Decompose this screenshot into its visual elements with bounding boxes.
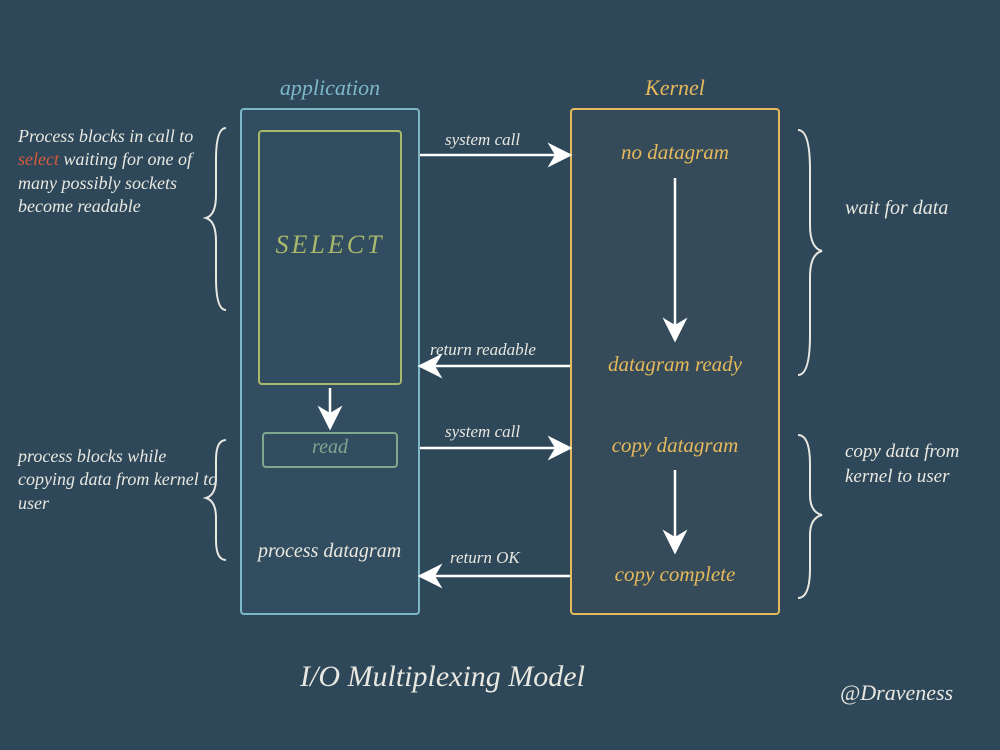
- kernel-state-1: datagram ready: [580, 352, 770, 377]
- annotation-right-bottom: copy data from kernel to user: [845, 440, 985, 489]
- arrow-label-0: system call: [445, 130, 520, 150]
- read-label: read: [262, 436, 398, 459]
- brace-right-bottom: [798, 435, 822, 598]
- select-label: SELECT: [258, 230, 402, 260]
- annotation-left-top: Process blocks in call to select waiting…: [18, 125, 208, 219]
- arrow-label-1: return readable: [430, 340, 536, 360]
- annotation-right-top: wait for data: [845, 195, 975, 221]
- process-datagram-label: process datagram: [258, 538, 408, 564]
- kernel-state-0: no datagram: [580, 140, 770, 165]
- brace-left-top: [206, 128, 226, 310]
- kernel-header: Kernel: [570, 75, 780, 101]
- arrow-label-3: return OK: [450, 548, 520, 568]
- brace-right-top: [798, 130, 822, 375]
- diagram-title: I/O Multiplexing Model: [300, 660, 585, 694]
- kernel-state-3: copy complete: [580, 562, 770, 587]
- arrow-label-2: system call: [445, 422, 520, 442]
- kernel-state-2: copy datagram: [580, 433, 770, 458]
- annotation-left-bottom: process blocks while copying data from k…: [18, 445, 218, 515]
- arrows-overlay: [0, 0, 1000, 750]
- signature: @Draveness: [840, 680, 953, 706]
- application-header: application: [240, 75, 420, 101]
